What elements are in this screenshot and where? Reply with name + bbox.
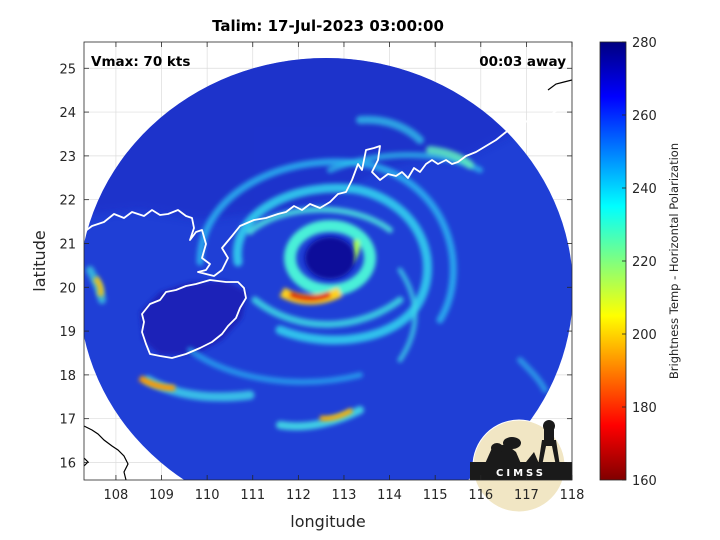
plot-area: CIMSS Vmax: 70 kts 00:03 away 108 109 110 1… (59, 41, 585, 513)
colorbar: 160 180 200 220 240 260 280 Brightness Temp - … (599, 36, 681, 489)
x-tick-label: 118 (560, 488, 585, 503)
axes-box (83, 41, 573, 481)
coast-vietnam (84, 423, 129, 480)
x-tick-label: 108 (104, 488, 129, 503)
x-tick-label: 113 (332, 488, 357, 503)
y-tick-label: 16 (59, 456, 76, 471)
y-tick-label: 22 (59, 194, 76, 209)
y-tick-label: 24 (59, 106, 76, 121)
x-tick-label: 109 (149, 488, 174, 503)
y-tick-label: 18 (59, 369, 76, 384)
y-tick-label: 25 (59, 62, 76, 77)
x-tick-label: 110 (195, 488, 220, 503)
y-tick-label: 17 (59, 413, 76, 428)
coast-south-china (84, 93, 572, 277)
storm-eye (305, 237, 355, 279)
colorbar-tick-label: 240 (632, 182, 657, 197)
y-tick-label: 19 (59, 325, 76, 340)
colorbar-ticks: 160 180 200 220 240 260 280 (622, 36, 657, 489)
x-ticks: 108 109 110 111 112 113 114 115 116 117 118 (104, 42, 585, 503)
colorbar-tick-label: 220 (632, 255, 657, 270)
y-axis-label: latitude (30, 230, 49, 291)
coastlines (84, 93, 572, 480)
x-tick-label: 111 (240, 488, 265, 503)
y-tick-label: 21 (59, 237, 76, 252)
x-tick-label: 114 (377, 488, 402, 503)
coast-hainan (141, 279, 247, 359)
x-tick-label: 115 (423, 488, 448, 503)
x-tick-label: 116 (468, 488, 493, 503)
colorbar-tick-label: 260 (632, 109, 657, 124)
colorbar-tick-label: 280 (632, 36, 657, 51)
colorbar-tick-label: 200 (632, 328, 657, 343)
logo-text: CIMSS (496, 468, 546, 479)
rain-bands (86, 115, 548, 431)
vmax-label: Vmax: 70 kts (91, 54, 190, 70)
colorbar-label: Brightness Temp - Horizontal Polarizatio… (667, 143, 681, 379)
y-ticks: 16 17 18 19 20 21 22 23 24 25 (59, 62, 572, 471)
eyewall (92, 220, 376, 421)
time-offset-label: 00:03 away (479, 54, 566, 70)
y-tick-label: 23 (59, 150, 76, 165)
chart-title: Talim: 17-Jul-2023 03:00:00 (212, 17, 444, 35)
coast-east-tip (559, 97, 572, 105)
coastlines-outside-swath (84, 79, 572, 480)
cimss-logo: CIMSS (470, 419, 572, 513)
x-tick-label: 112 (286, 488, 311, 503)
colorbar-tick-label: 160 (632, 474, 657, 489)
x-tick-label: 117 (514, 488, 539, 503)
colorbar-tick-label: 180 (632, 401, 657, 416)
y-tick-label: 20 (59, 281, 76, 296)
x-axis-label: longitude (290, 512, 365, 531)
colorbar-gradient (599, 41, 627, 481)
logo-banner (470, 462, 572, 480)
